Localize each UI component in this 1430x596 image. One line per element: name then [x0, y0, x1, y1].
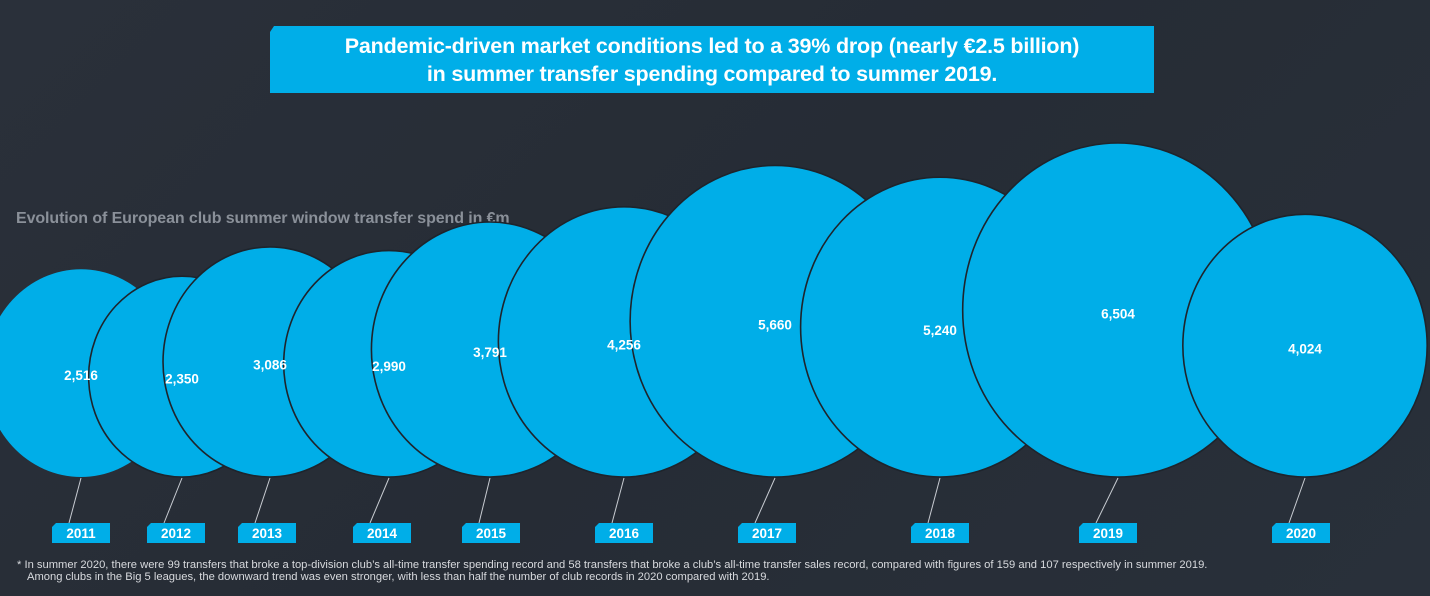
value-label-2014: 2,990 [372, 359, 406, 374]
value-label-2018: 5,240 [923, 323, 957, 338]
year-label-2020: 2020 [1286, 526, 1316, 541]
connector-line-2019 [1095, 477, 1119, 524]
value-label-2013: 3,086 [253, 357, 287, 372]
year-label-2016: 2016 [609, 526, 640, 541]
bubble-2020 [1182, 213, 1428, 478]
year-label-2011: 2011 [66, 526, 96, 541]
year-tag-2014 [353, 523, 411, 543]
footnote: * In summer 2020, there were 99 transfer… [17, 559, 1207, 583]
value-label-2011: 2,516 [64, 368, 98, 383]
connector-line-2011 [68, 477, 82, 524]
connector-line-2016 [611, 477, 625, 524]
value-label-2015: 3,791 [473, 345, 507, 360]
value-label-2017: 5,660 [758, 317, 792, 332]
year-label-2017: 2017 [752, 526, 782, 541]
bubbles-group [0, 142, 1428, 478]
chart-title: Evolution of European club summer window… [16, 210, 510, 227]
headline-banner: Pandemic-driven market conditions led to… [270, 26, 1154, 93]
year-label-2019: 2019 [1093, 526, 1123, 541]
connector-line-2018 [927, 477, 941, 524]
footnote-line-2: Among clubs in the Big 5 leagues, the do… [27, 571, 770, 583]
connector-line-2020 [1288, 477, 1306, 524]
connector-line-2015 [478, 477, 491, 524]
value-label-2019: 6,504 [1101, 306, 1135, 321]
value-label-2020: 4,024 [1288, 341, 1322, 356]
year-tag-2012 [147, 523, 205, 543]
year-label-2013: 2013 [252, 526, 283, 541]
headline-line-2: in summer transfer spending compared to … [426, 61, 998, 86]
year-tag-2016 [595, 523, 653, 543]
year-tag-2020 [1272, 523, 1330, 543]
connector-line-2017 [754, 477, 776, 524]
value-labels-group: 2,516 2,350 3,086 2,990 3,791 4,256 5,660 5,240… [64, 306, 1322, 386]
connector-line-2012 [163, 477, 183, 524]
year-tag-2018 [911, 523, 969, 543]
year-tag-2013 [238, 523, 296, 543]
year-label-2014: 2014 [367, 526, 398, 541]
footnote-line-1: * In summer 2020, there were 99 transfer… [17, 559, 1208, 571]
connector-line-2014 [369, 477, 390, 524]
year-tag-2015 [462, 523, 520, 543]
year-tag-2017 [738, 523, 796, 543]
connector-line-2013 [254, 477, 271, 524]
year-label-2018: 2018 [925, 526, 956, 541]
year-tags-group: 2011 2012 2013 2014 2015 2016 2017 2018 2019 2020 [52, 477, 1330, 543]
headline-line-1: Pandemic-driven market conditions led to… [344, 33, 1080, 58]
value-label-2016: 4,256 [607, 338, 641, 353]
value-label-2012: 2,350 [165, 372, 199, 387]
year-tag-2011 [52, 523, 110, 543]
year-label-2012: 2012 [161, 526, 191, 541]
year-label-2015: 2015 [476, 526, 507, 541]
year-tag-2019 [1079, 523, 1137, 543]
